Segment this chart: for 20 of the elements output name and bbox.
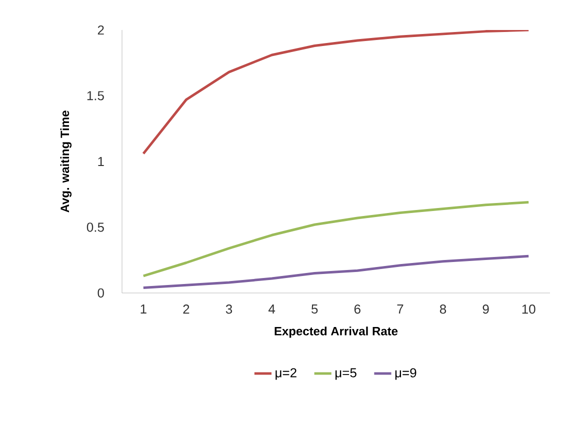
x-tick-label: 4	[268, 304, 276, 314]
y-axis-title: Avg. waiting Time	[60, 110, 72, 212]
y-tick-label: 2	[98, 25, 104, 35]
legend-label: μ=9	[395, 368, 416, 380]
y-tick-label: 1	[98, 157, 104, 166]
x-tick-label: 1	[140, 304, 146, 314]
x-tick-label: 5	[312, 304, 318, 314]
x-tick-label: 8	[440, 304, 446, 314]
y-tick-label: 0.5	[86, 222, 104, 232]
legend-label: μ=2	[276, 368, 296, 380]
y-tick-label: 1.5	[87, 91, 104, 100]
x-tick-label: 6	[354, 304, 360, 314]
x-axis-title: Expected Arrival Rate	[274, 326, 398, 338]
legend-label: μ=5	[336, 368, 356, 380]
x-tick-label: 3	[226, 304, 232, 314]
x-tick-label: 2	[183, 304, 190, 314]
y-tick-label: 0	[98, 288, 104, 298]
x-tick-label: 7	[397, 304, 404, 314]
x-tick-label: 9	[482, 304, 489, 314]
x-tick-label: 10	[522, 304, 536, 314]
